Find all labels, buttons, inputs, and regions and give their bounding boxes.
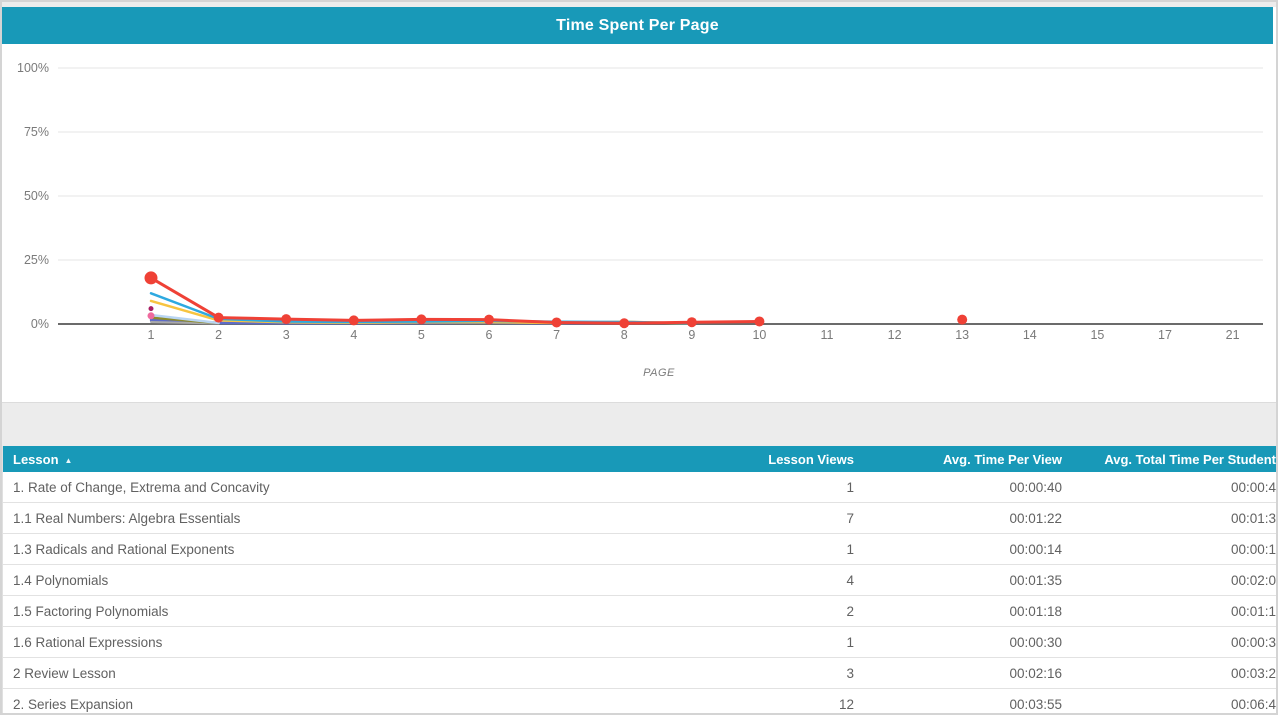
avg-total-time-per-student-cell: 00:00:4 [1230,479,1276,495]
series-red-point [416,314,427,325]
table-body: 1. Rate of Change, Extrema and Concavity… [3,472,1276,715]
x-tick-label: 8 [621,328,628,342]
time-spent-line-chart[interactable]: 100%75%50%25%0%1 2 3 4 5 6 7 8 9 10 11 12 13 14 15 17 21… [2,44,1276,403]
avg-time-per-view-cell: 00:03:55 [1009,696,1062,712]
series-red-point [348,315,359,326]
avg-total-time-per-student-cell: 00:00:1 [1230,541,1276,557]
series-red-point [281,314,292,325]
avg-time-per-view-cell: 00:01:22 [1009,510,1062,526]
y-tick-label: 25% [24,253,49,267]
table-row[interactable]: 1. Rate of Change, Extrema and Concavity… [3,472,1276,503]
x-tick-label: 12 [888,328,902,342]
series-red-point [213,312,224,323]
avg-total-time-per-student-cell: 00:06:4 [1230,696,1276,712]
avg-total-time-per-student-cell: 00:00:3 [1230,634,1276,650]
avg-total-time-per-student-cell: 00:01:1 [1230,603,1276,619]
series-red-point [551,317,562,328]
table-row[interactable]: 1.5 Factoring Polynomials 2 00:01:18 00:01:… [3,596,1276,627]
avg-time-per-view-cell: 00:00:30 [1009,634,1062,650]
lesson-cell: 1. Rate of Change, Extrema and Concavity [13,479,270,495]
card-header: Time Spent Per Page [2,7,1273,44]
series-paleblue-line [149,313,220,325]
table-row[interactable]: 1.1 Real Numbers: Algebra Essentials 7 00:… [3,503,1276,534]
series-pink-point-point [147,312,155,320]
avg-total-time-per-student-cell: 00:03:2 [1230,665,1276,681]
y-tick-label: 75% [24,125,49,139]
lesson-views-cell: 7 [846,510,854,526]
x-tick-label: 21 [1226,328,1240,342]
y-tick-label: 0% [31,317,49,331]
x-tick-label: 6 [486,328,493,342]
lesson-views-cell: 1 [846,541,854,557]
lesson-table: Lesson ▲ Lesson Views Avg. Time Per View … [2,446,1276,715]
column-header-lesson[interactable]: Lesson ▲ [13,451,73,467]
x-tick-label: 15 [1090,328,1104,342]
lesson-cell: 1.3 Radicals and Rational Exponents [13,541,235,557]
table-row[interactable]: 2. Series Expansion 12 00:03:55 00:06:4 [3,689,1276,715]
avg-time-per-view-cell: 00:00:40 [1009,479,1062,495]
x-tick-label: 5 [418,328,425,342]
avg-time-per-view-cell: 00:01:18 [1009,603,1062,619]
lesson-views-cell: 2 [846,603,854,619]
lesson-views-cell: 1 [846,479,854,495]
lesson-views-cell: 4 [846,572,854,588]
lesson-cell: 1.1 Real Numbers: Algebra Essentials [13,510,241,526]
series-red-point [484,314,494,325]
lesson-cell: 2 Review Lesson [13,665,116,681]
table-header-row: Lesson ▲ Lesson Views Avg. Time Per View … [3,446,1276,472]
time-spent-per-page-card: Time Spent Per Page 100% 75% 50% 25% 0% 1 2 3 4 5… [2,7,1276,403]
sort-asc-icon: ▲ [64,455,73,465]
series-magenta-point-point [148,306,154,312]
x-tick-label: 2 [215,328,222,342]
series-red-point [754,316,765,327]
y-tick-label: 100% [17,61,49,75]
x-tick-label: 4 [350,328,357,342]
lesson-cell: 1.4 Polynomials [13,572,109,588]
lesson-views-cell: 1 [846,634,854,650]
series-red-point [686,317,697,328]
lesson-cell: 1.5 Factoring Polynomials [13,603,169,619]
column-header-lesson-views[interactable]: Lesson Views [768,451,854,467]
column-header-avg-time-per-view[interactable]: Avg. Time Per View [943,451,1062,467]
avg-time-per-view-cell: 00:00:14 [1009,541,1062,557]
table-row[interactable]: 1.4 Polynomials 4 00:01:35 00:02:0 [3,565,1276,596]
x-tick-label: 14 [1023,328,1037,342]
x-tick-label: 7 [553,328,560,342]
avg-time-per-view-cell: 00:02:16 [1009,665,1062,681]
series-red-line [149,276,761,325]
x-tick-label: 3 [283,328,290,342]
lesson-views-cell: 3 [846,665,854,681]
avg-total-time-per-student-cell: 00:01:3 [1230,510,1276,526]
x-axis-title: PAGE [643,367,675,379]
table-row[interactable]: 2 Review Lesson 3 00:02:16 00:03:2 [3,658,1276,689]
avg-total-time-per-student-cell: 00:02:0 [1230,572,1276,588]
x-tick-label: 9 [688,328,695,342]
series-red-point [619,318,630,329]
table-row[interactable]: 1.3 Radicals and Rational Exponents 1 00:0… [3,534,1276,565]
x-tick-label: 1 [148,328,155,342]
x-tick-label: 17 [1158,328,1172,342]
x-tick-label: 13 [955,328,969,342]
table-row[interactable]: 1.6 Rational Expressions 1 00:00:30 00:00:3 [3,627,1276,658]
column-header-avg-total-time-per-student[interactable]: Avg. Total Time Per Student [1104,451,1276,467]
card-title: Time Spent Per Page [556,16,719,34]
y-tick-label: 50% [24,189,49,203]
x-tick-label: 11 [821,328,834,342]
lesson-views-cell: 12 [838,696,854,712]
lesson-cell: 2. Series Expansion [13,696,134,712]
avg-time-per-view-cell: 00:01:35 [1009,572,1062,588]
series-red-point [957,314,968,325]
x-tick-label: 10 [752,328,766,342]
lesson-cell: 1.6 Rational Expressions [13,634,163,650]
series-red-point [144,271,158,285]
